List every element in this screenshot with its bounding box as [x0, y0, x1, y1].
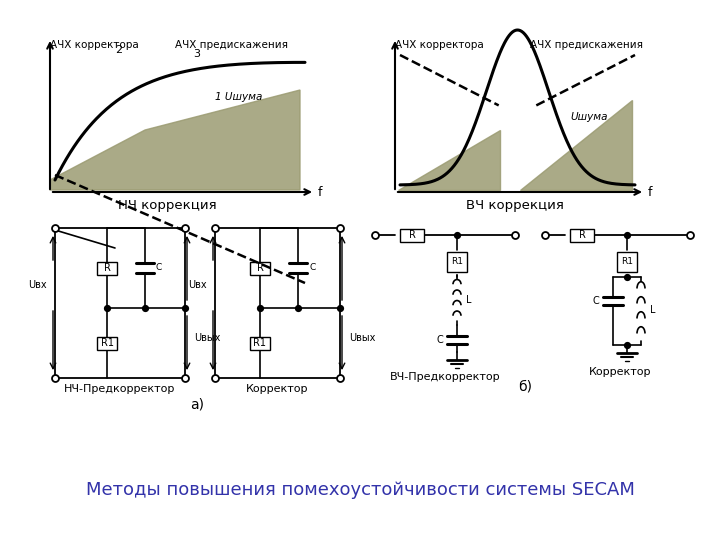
- Polygon shape: [50, 90, 300, 190]
- Text: C: C: [156, 264, 162, 273]
- Text: R: R: [579, 230, 585, 240]
- Text: Корректор: Корректор: [589, 367, 652, 377]
- Text: АЧХ корректора: АЧХ корректора: [395, 40, 484, 50]
- Text: R: R: [256, 263, 264, 273]
- Text: ВЧ-Предкорректор: ВЧ-Предкорректор: [390, 372, 500, 382]
- Text: АЧХ предискажения: АЧХ предискажения: [530, 40, 643, 50]
- Bar: [447, 252, 467, 272]
- Text: Uвых: Uвых: [194, 333, 220, 343]
- Text: а): а): [190, 397, 204, 411]
- Text: Uвх: Uвх: [189, 280, 207, 290]
- Polygon shape: [520, 100, 632, 190]
- Bar: [97, 336, 117, 349]
- Text: f: f: [648, 186, 652, 199]
- Bar: [570, 228, 594, 241]
- Text: R1: R1: [101, 338, 114, 348]
- Bar: [97, 261, 117, 274]
- Text: Uшума: Uшума: [570, 112, 608, 122]
- Text: C: C: [309, 264, 315, 273]
- Text: АЧХ предискажения: АЧХ предискажения: [175, 40, 288, 50]
- Text: f: f: [318, 186, 323, 199]
- Text: Корректор: Корректор: [246, 384, 308, 394]
- Text: L: L: [650, 305, 655, 315]
- Bar: [617, 252, 637, 272]
- Text: 1 Uшума: 1 Uшума: [215, 92, 262, 102]
- Text: 3: 3: [193, 49, 200, 59]
- Text: R: R: [104, 263, 110, 273]
- Text: Uвых: Uвых: [349, 333, 375, 343]
- Text: C: C: [593, 296, 599, 306]
- Text: АЧХ корректора: АЧХ корректора: [50, 40, 139, 50]
- Text: R1: R1: [451, 258, 463, 267]
- Text: R: R: [408, 230, 415, 240]
- Text: НЧ-Предкорректор: НЧ-Предкорректор: [64, 384, 176, 394]
- Bar: [250, 336, 270, 349]
- Bar: [400, 228, 424, 241]
- Text: ВЧ коррекция: ВЧ коррекция: [466, 199, 564, 212]
- Text: R1: R1: [621, 258, 633, 267]
- Text: НЧ коррекция: НЧ коррекция: [117, 199, 216, 212]
- Text: Методы повышения помехоустойчивости системы SECAM: Методы повышения помехоустойчивости сист…: [86, 481, 634, 499]
- Text: б): б): [518, 380, 532, 394]
- Text: C: C: [436, 335, 443, 345]
- Text: 2: 2: [115, 45, 122, 55]
- Polygon shape: [398, 130, 500, 190]
- Bar: [250, 261, 270, 274]
- Text: Uвх: Uвх: [28, 280, 47, 290]
- Text: L: L: [466, 295, 472, 305]
- Text: R1: R1: [253, 338, 266, 348]
